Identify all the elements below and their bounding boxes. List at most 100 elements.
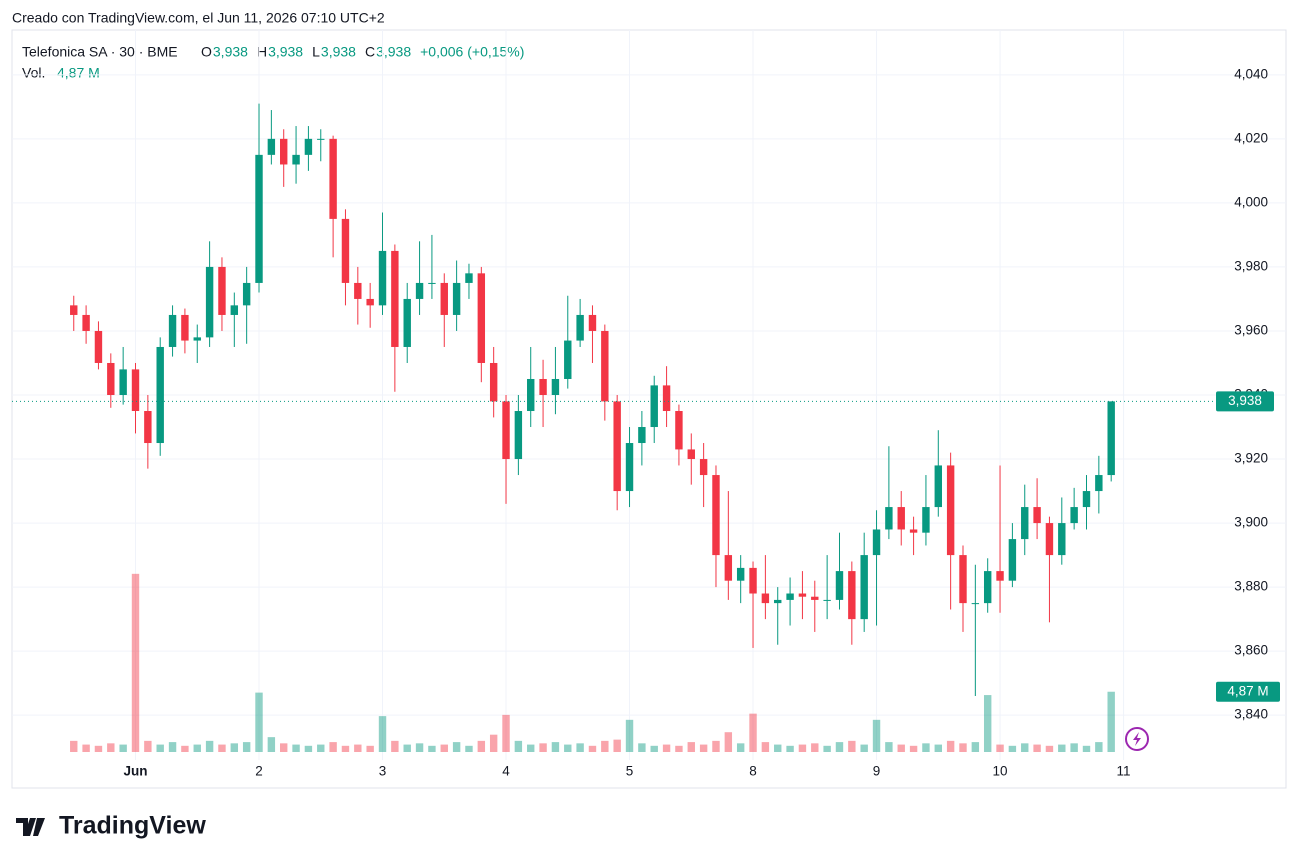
candle-body (1033, 507, 1041, 524)
candle-body (477, 273, 486, 363)
candle-body (564, 340, 572, 379)
created-note: Creado con TradingView.com, el Jun 11, 2… (12, 10, 385, 26)
ohlc-name: C (365, 44, 375, 60)
volume-bar (588, 745, 597, 752)
volume-last-box (1216, 681, 1280, 702)
symbol-title: Telefonica SA · 30 · BME (22, 44, 178, 60)
candle-body (662, 385, 671, 412)
x-tick-label: 9 (873, 764, 881, 779)
volume-bar (403, 744, 411, 752)
candle-body (959, 555, 967, 604)
candle-body (675, 411, 683, 450)
volume-bar (107, 743, 115, 752)
candle-body (415, 282, 424, 299)
candle-body (885, 507, 893, 530)
x-tick-label: 3 (379, 764, 387, 779)
volume-bar (440, 744, 448, 752)
candle-body (1045, 523, 1054, 556)
candle-body (156, 346, 164, 444)
candle-body (131, 369, 140, 412)
candle-body (712, 475, 720, 556)
ohlc-value: 3,938 (321, 44, 356, 60)
volume-bar (527, 744, 535, 752)
volume-bar (452, 742, 461, 752)
y-tick-label: 3,920 (1234, 451, 1268, 466)
volume-bar (897, 744, 905, 752)
candle-body (996, 571, 1004, 581)
volume-bar (181, 745, 189, 752)
candle-body (909, 529, 918, 533)
volume-bar (415, 743, 424, 752)
volume-bar (193, 744, 201, 752)
candle-body (860, 555, 868, 620)
volume-bar (205, 740, 214, 752)
y-tick-label: 3,840 (1234, 707, 1268, 722)
volume-bar (959, 743, 967, 752)
candle-body (1058, 523, 1066, 556)
candle-body (983, 571, 992, 604)
volume-bar (489, 734, 498, 752)
y-tick-label: 3,900 (1234, 515, 1268, 530)
volume-bar (1058, 744, 1066, 752)
candle-body (329, 138, 337, 219)
candle-body (242, 282, 251, 306)
volume-title: Vol. (22, 65, 45, 81)
candle-body (576, 314, 584, 341)
x-tick-label: 11 (1117, 764, 1131, 779)
candle-body (897, 507, 905, 530)
chart-frame (11, 29, 1287, 789)
candle-body (848, 571, 856, 620)
volume-bar (625, 719, 634, 752)
volume-bar (329, 742, 337, 752)
volume-bar (712, 740, 720, 752)
change: +0,006 (+0,15%) (420, 44, 524, 60)
candle-body (588, 314, 597, 331)
volume-bar (996, 744, 1004, 752)
candle-body (230, 305, 239, 315)
candle-body (205, 266, 214, 338)
candle-body (465, 273, 473, 283)
volume-bar (749, 713, 757, 752)
x-tick-label: 8 (749, 764, 757, 779)
volume-bar (94, 745, 103, 752)
volume-bar (477, 740, 486, 752)
volume-bar (1045, 745, 1054, 752)
ohlc-value: 3,938 (376, 44, 411, 60)
candle-body (94, 330, 103, 363)
candle-body (292, 154, 300, 165)
volume-bar (798, 744, 807, 752)
volume-bar (514, 740, 523, 752)
volume-bar (971, 742, 980, 752)
candle-body (774, 599, 782, 604)
volume-bar (168, 742, 177, 752)
volume-bar (292, 744, 300, 752)
ohlc-name: O (201, 44, 212, 60)
brand-name: TradingView (59, 812, 206, 840)
x-tick-label: 10 (993, 764, 1008, 779)
volume-bar (218, 744, 226, 752)
candle-body (687, 449, 695, 460)
candle-body (168, 314, 177, 347)
volume-bar (82, 744, 90, 752)
volume-bar (848, 740, 856, 752)
volume-bar (1082, 745, 1091, 752)
candle-body (946, 465, 955, 556)
candle-body (391, 250, 399, 347)
volume-bar (1070, 743, 1078, 752)
volume-bar (70, 740, 78, 752)
volume-bar (255, 692, 263, 752)
candle-body (699, 459, 708, 476)
volume-bar (1107, 691, 1115, 752)
ohlc-name: H (257, 44, 267, 60)
volume-bar (1095, 742, 1103, 752)
volume-bar (502, 714, 510, 752)
x-tick-label: 2 (255, 764, 263, 779)
volume-bar (1021, 743, 1029, 752)
volume-bar (428, 745, 436, 752)
volume-bar (885, 742, 893, 752)
x-tick-label: 5 (626, 764, 634, 779)
volume-bar (774, 744, 782, 752)
candle-body (823, 599, 831, 601)
volume-bar (465, 745, 473, 752)
